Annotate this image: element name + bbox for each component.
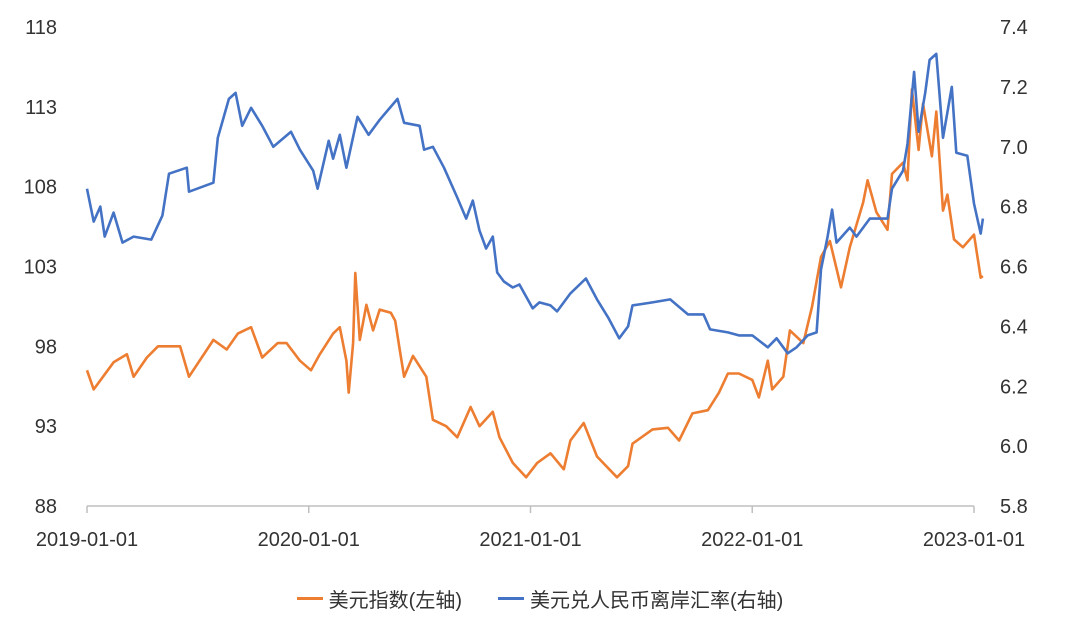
right-tick-label: 6.2: [1000, 376, 1028, 398]
right-tick-label: 6.8: [1000, 197, 1028, 219]
left-tick-label: 93: [35, 416, 57, 438]
right-tick-label: 6.4: [1000, 316, 1028, 338]
left-axis-ticks: 88 93 98 103 108 113 118: [24, 17, 57, 518]
dxy-line: [85, 88, 984, 479]
usdcnh-line: [85, 52, 985, 355]
left-tick-label: 88: [35, 496, 57, 518]
x-tick-label: 2022-01-01: [701, 529, 803, 551]
x-tick-label: 2023-01-01: [923, 529, 1025, 551]
legend-item-usdcnh: 美元兑人民币离岸汇率(右轴): [498, 584, 783, 613]
legend-label-dxy: 美元指数(左轴): [328, 590, 462, 612]
left-tick-label: 108: [24, 177, 57, 199]
legend-label-usdcnh: 美元兑人民币离岸汇率(右轴): [530, 590, 784, 612]
x-axis-ticks: 2019-01-01 2020-01-01 2021-01-01 2022-01-01…: [36, 506, 1025, 551]
right-tick-label: 6.0: [1000, 436, 1028, 458]
right-tick-label: 6.6: [1000, 257, 1028, 279]
right-tick-label: 5.8: [1000, 496, 1028, 518]
series-lines: [85, 52, 985, 479]
legend: 美元指数(左轴) 美元兑人民币离岸汇率(右轴): [0, 584, 1080, 613]
left-tick-label: 98: [35, 336, 57, 358]
right-axis-ticks: 5.8 6.0 6.2 6.4 6.6 6.8 7.0 7.2 7.4: [1000, 17, 1028, 518]
legend-swatch-blue: [498, 597, 524, 600]
x-tick-label: 2020-01-01: [258, 529, 360, 551]
legend-swatch-orange: [296, 597, 323, 600]
left-tick-label: 118: [25, 17, 57, 39]
x-tick-label: 2021-01-01: [479, 529, 581, 551]
left-tick-label: 113: [25, 97, 57, 119]
right-tick-label: 7.2: [1000, 77, 1028, 99]
right-tick-label: 7.4: [1000, 17, 1028, 39]
x-tick-label: 2019-01-01: [36, 529, 138, 551]
right-tick-label: 7.0: [1000, 137, 1028, 159]
legend-item-dxy: 美元指数(左轴): [296, 584, 462, 613]
left-tick-label: 103: [24, 257, 57, 279]
